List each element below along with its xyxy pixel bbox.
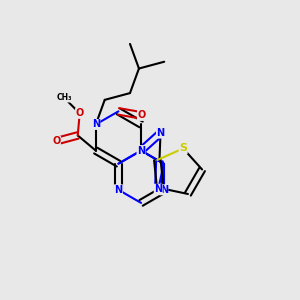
Text: O: O: [52, 136, 60, 146]
Text: N: N: [154, 184, 162, 194]
Text: N: N: [137, 146, 145, 156]
Text: N: N: [157, 128, 165, 138]
Text: N: N: [114, 185, 122, 195]
Text: O: O: [76, 108, 84, 118]
Text: O: O: [137, 110, 146, 120]
Text: S: S: [179, 143, 187, 154]
Text: N: N: [160, 185, 168, 195]
Text: N: N: [92, 119, 100, 129]
Text: CH₃: CH₃: [56, 93, 72, 102]
